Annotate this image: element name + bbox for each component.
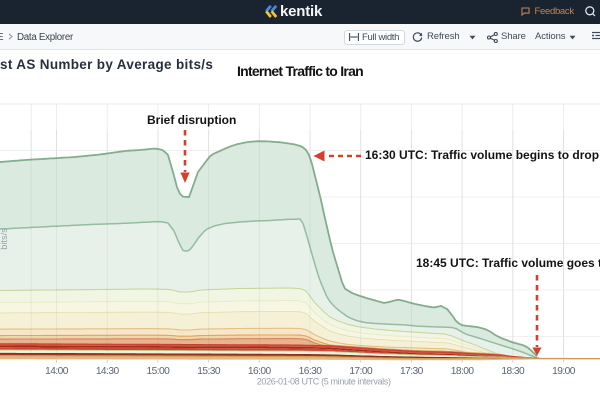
svg-text:18:30: 18:30 bbox=[501, 366, 525, 377]
svg-text:16:00: 16:00 bbox=[248, 366, 272, 377]
svg-text:bits/s: bits/s bbox=[0, 228, 9, 250]
svg-text:18:00: 18:00 bbox=[451, 366, 475, 377]
svg-text:2026-01-08 UTC (5 minute inter: 2026-01-08 UTC (5 minute intervals) bbox=[257, 376, 391, 386]
svg-text:19:00: 19:00 bbox=[552, 366, 576, 377]
svg-text:17:00: 17:00 bbox=[349, 366, 373, 377]
svg-text:14:30: 14:30 bbox=[96, 366, 120, 377]
svg-text:14:00: 14:00 bbox=[45, 366, 69, 377]
svg-text:16:30: 16:30 bbox=[299, 366, 323, 377]
svg-text:17:30: 17:30 bbox=[400, 366, 424, 377]
svg-text:15:30: 15:30 bbox=[197, 366, 221, 377]
svg-text:15:00: 15:00 bbox=[147, 366, 171, 377]
